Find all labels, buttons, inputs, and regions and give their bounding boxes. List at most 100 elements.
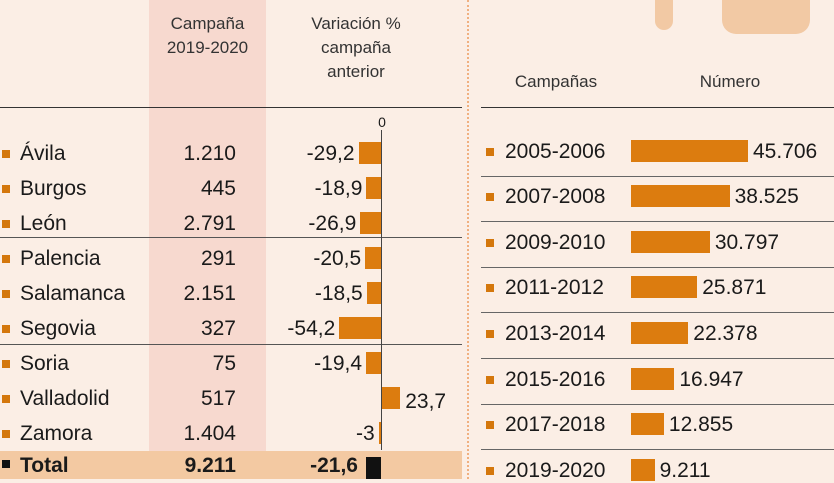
campaign-marker (486, 421, 494, 429)
campaign-bar (631, 276, 698, 298)
variation-label: -3 (356, 422, 375, 445)
province-marker (2, 395, 10, 403)
campaign-value: 75 (212, 352, 236, 375)
campaign-value-label: 9.211 (659, 459, 711, 482)
campaign-value-label: 12.855 (668, 413, 734, 436)
variation-label: -18,5 (314, 282, 363, 305)
variation-bar (366, 282, 381, 304)
variation-bar (358, 142, 381, 164)
variation-label: -20,5 (313, 247, 362, 270)
campaign-bar (631, 140, 748, 162)
province-label: Soria (20, 352, 70, 375)
variation-label: -26,9 (308, 212, 357, 235)
variation-bar (339, 317, 381, 339)
variation-label: -19,4 (314, 352, 363, 375)
variation-bar (366, 352, 381, 374)
animal-illustration-fragment (655, 0, 673, 30)
total-marker (2, 460, 10, 468)
campaign-value-label: 22.378 (693, 322, 758, 345)
campaign-marker (486, 467, 494, 475)
campaign-value: 445 (200, 177, 236, 200)
campaign-label: 2015-2016 (505, 368, 606, 391)
province-label: Zamora (20, 422, 93, 445)
campaign-column-header: Campaña 2019-2020 (149, 12, 266, 60)
variation-label: -29,2 (306, 142, 355, 165)
campaign-marker (486, 330, 494, 338)
variation-header-line: Variación % (311, 14, 401, 33)
province-marker (2, 325, 10, 333)
group-rule (0, 344, 462, 345)
province-label: Ávila (20, 142, 66, 165)
total-value: 9.211 (184, 454, 236, 477)
province-label: León (20, 212, 67, 235)
province-label: Segovia (20, 317, 96, 340)
variation-header-line: anterior (327, 62, 385, 81)
total-label: Total (20, 454, 69, 477)
group-rule (0, 237, 462, 238)
variation-bar (382, 387, 401, 409)
campaign-marker (486, 239, 494, 247)
campaign-value-label: 45.706 (753, 140, 818, 163)
campaign-marker (486, 148, 494, 156)
number-column-header: Número (699, 72, 761, 91)
campaign-marker (486, 193, 494, 201)
campaign-value-label: 25.871 (702, 276, 767, 299)
campaign-label: 2009-2010 (505, 231, 606, 254)
campaign-row-rule (481, 312, 834, 313)
campaign-bar (631, 322, 689, 344)
variation-label: 23,7 (405, 390, 447, 413)
campaign-label: 2013-2014 (505, 322, 606, 345)
campaign-row-rule (481, 358, 834, 359)
province-marker (2, 360, 10, 368)
variation-label: -54,2 (287, 317, 336, 340)
campaign-header-line: Campaña (170, 14, 245, 33)
campaign-value: 2.791 (183, 212, 236, 235)
campaign-label: 2019-2020 (505, 459, 606, 482)
province-label: Valladolid (20, 387, 110, 410)
total-variation-label: -21,6 (310, 454, 358, 477)
campaign-row-rule (481, 449, 834, 450)
province-marker (2, 185, 10, 193)
campaign-bar (631, 185, 730, 207)
campaign-value: 1.404 (183, 422, 236, 445)
campaign-label: 2005-2006 (505, 140, 606, 163)
campaign-value: 2.151 (183, 282, 236, 305)
header-rule (481, 107, 834, 108)
variation-bar (365, 247, 381, 269)
total-row-band (0, 451, 462, 479)
campaign-label: 2017-2018 (505, 413, 606, 436)
variation-bar (360, 212, 381, 234)
campaign-value: 517 (200, 387, 236, 410)
campaign-marker (486, 376, 494, 384)
variation-bar (366, 177, 381, 199)
campaign-bar (631, 231, 710, 253)
campaign-label: 2011-2012 (505, 276, 604, 299)
campaign-bar (631, 413, 664, 435)
panel-divider (467, 0, 469, 479)
variation-label: -18,9 (314, 177, 363, 200)
variation-column-header: Variación % campaña anterior (292, 12, 420, 84)
campaign-row-rule (481, 404, 834, 405)
province-marker (2, 255, 10, 263)
campaign-row-rule (481, 267, 834, 268)
total-variation-bar (366, 457, 381, 479)
campaign-row-rule (481, 221, 834, 222)
campaign-value-label: 38.525 (734, 185, 799, 208)
campaign-header-line: 2019-2020 (166, 38, 249, 57)
province-marker (2, 220, 10, 228)
campaign-bar (631, 459, 655, 481)
campaigns-column-header: Campañas (514, 72, 598, 91)
animal-illustration-fragment (722, 0, 810, 34)
header-rule (0, 107, 462, 108)
campaign-bar (631, 368, 675, 390)
variation-header-line: campaña (321, 38, 391, 57)
campaign-marker (486, 284, 494, 292)
province-marker (2, 290, 10, 298)
campaign-label: 2007-2008 (505, 185, 606, 208)
province-label: Salamanca (20, 282, 126, 305)
zero-axis-line (381, 130, 382, 450)
campaign-value-label: 16.947 (679, 368, 744, 391)
campaign-value: 291 (200, 247, 236, 270)
zero-axis-label: 0 (378, 114, 386, 130)
province-label: Palencia (20, 247, 101, 270)
